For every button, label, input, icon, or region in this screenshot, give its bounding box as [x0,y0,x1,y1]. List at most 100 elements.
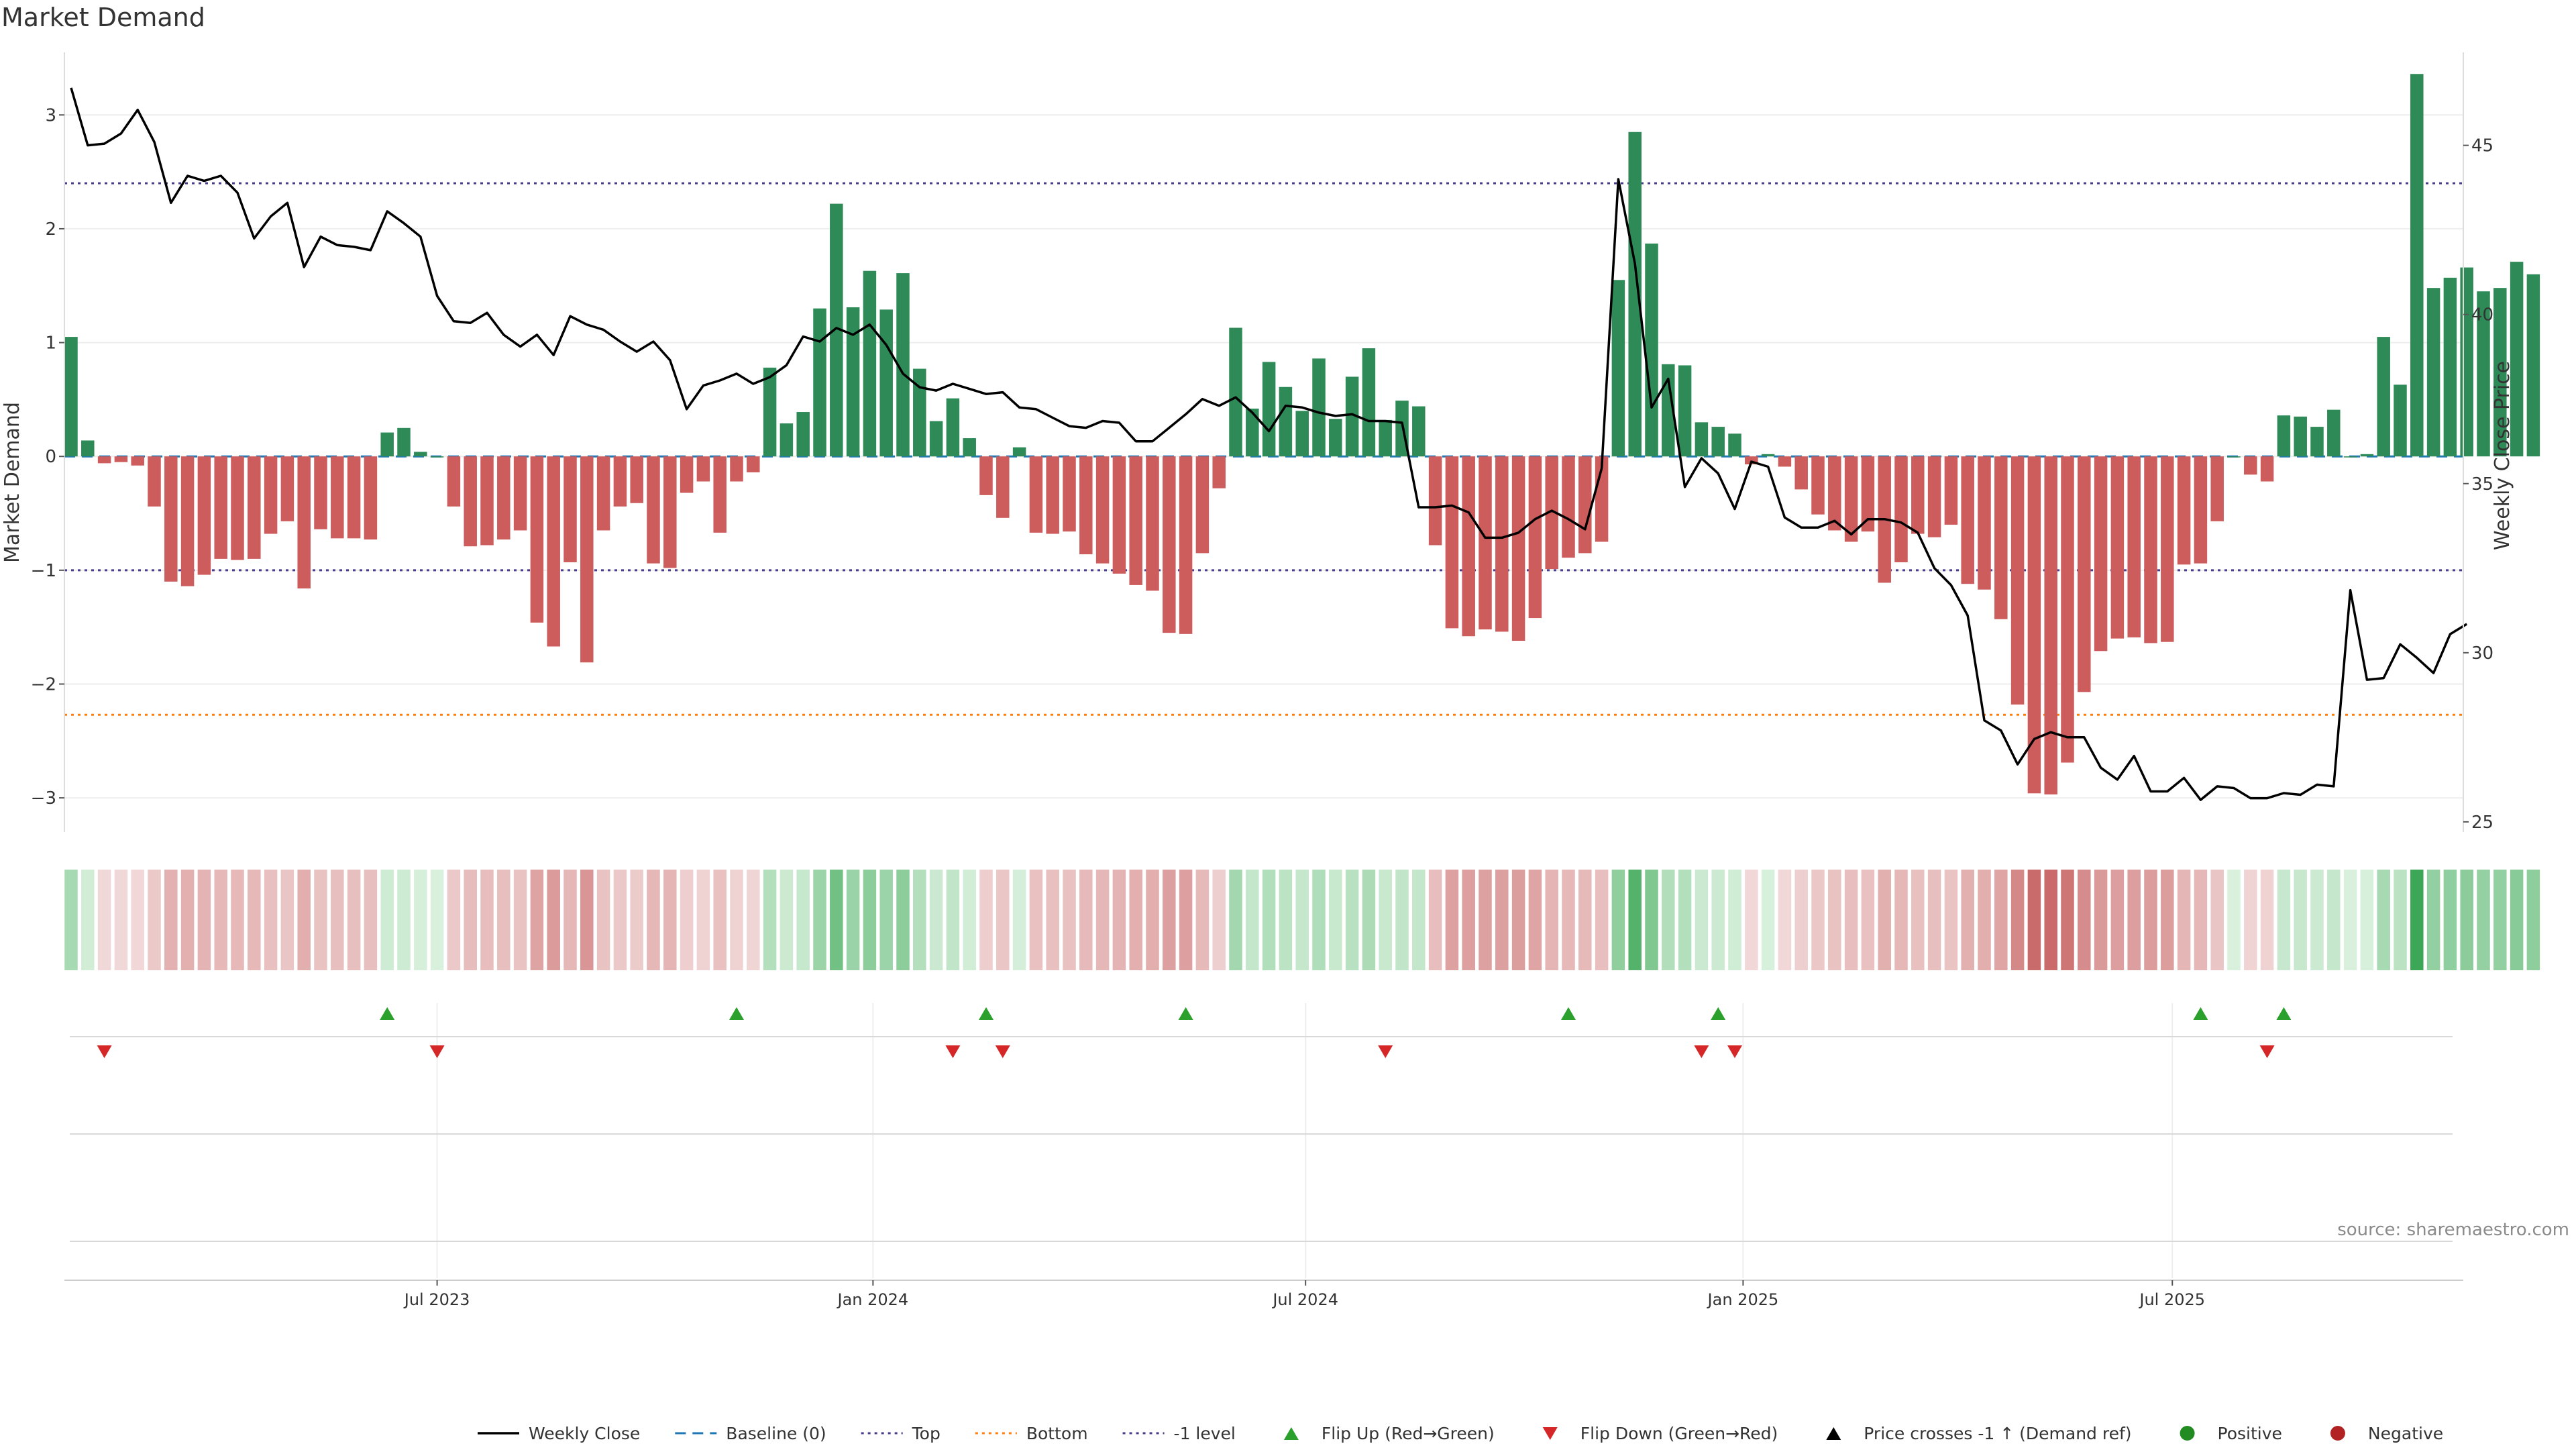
demand-bar [946,398,960,457]
legend-label: Baseline (0) [726,1424,826,1443]
heat-cell [1828,870,1841,970]
heat-cell [1894,870,1908,970]
demand-bar [1844,456,1858,542]
heat-cell [2443,870,2457,970]
legend: Weekly Close Baseline (0) Top Bottom -1 leve… [478,1424,2443,1443]
heat-cell [114,870,128,970]
legend-item: Top [861,1424,941,1443]
x-tick-label: Jan 2024 [837,1290,909,1309]
demand-bar [896,273,910,457]
demand-bar [1012,447,1026,457]
demand-bar [2110,456,2125,639]
demand-bar [214,456,227,559]
demand-bar [1927,456,1941,537]
heat-cell [813,870,826,970]
legend-item: -1 level [1122,1424,1236,1443]
demand-bar [1112,456,1126,574]
heat-cell [1445,870,1459,970]
demand-bar [397,427,411,457]
legend-swatch [1826,1427,1841,1440]
demand-bar [114,456,128,462]
flip-down-marker [945,1045,961,1058]
heat-cell [780,870,794,970]
demand-bar [1362,348,1376,457]
heat-cell [1195,870,1210,970]
heat-cell [996,870,1010,970]
heat-cell [2510,870,2524,970]
legend-label: -1 level [1174,1424,1236,1443]
demand-bar [1163,456,1176,633]
demand-bar [1046,456,1059,534]
demand-bar [913,368,926,457]
heat-cell [1711,870,1725,970]
legend-label: Flip Up (Red→Green) [1322,1424,1495,1443]
demand-bar [564,456,577,562]
demand-bar [1662,364,1675,457]
flip-down-marker [2259,1045,2275,1058]
heat-cell [331,870,344,970]
legend-item: Price crosses -1 ↑ (Demand ref) [1826,1424,2132,1443]
weekly-close-line [70,87,2468,801]
heat-cell [647,870,660,970]
heat-cell [1595,870,1609,970]
heat-cell [497,870,511,970]
demand-bar [1462,456,1475,637]
demand-bar [64,337,78,457]
demand-bar [480,456,494,546]
demand-bar [2227,456,2241,458]
demand-bar [2094,456,2108,652]
demand-bar [430,456,444,458]
heat-cell [2327,870,2341,970]
demand-bar [2260,456,2274,482]
flip-down-marker [995,1045,1010,1058]
heat-cell [447,870,461,970]
heat-cell [1578,870,1592,970]
flip-up-marker [1178,1007,1193,1020]
demand-bar [331,456,344,539]
demand-bar [1745,456,1758,465]
demand-bar [1695,422,1709,457]
demand-bar [231,456,244,560]
flip-down-marker [1727,1045,1742,1058]
heat-cell [2127,870,2141,970]
demand-bar [2277,415,2291,457]
x-tick-label: Jul 2024 [1271,1290,1338,1309]
demand-bar [513,456,527,531]
demand-bar [1129,456,1142,585]
heat-cell [2027,870,2041,970]
demand-bar [1312,358,1326,457]
demand-bar [2526,274,2540,457]
heat-cell [2061,870,2074,970]
demand-bar [2426,288,2440,457]
heat-cell [214,870,227,970]
heat-cell [1312,870,1326,970]
demand-bar [696,456,710,482]
heat-cell [97,870,111,970]
heat-cell [946,870,960,970]
demand-bar [1279,386,1293,457]
y-tick-label: −1 [31,561,56,581]
demand-bar [248,456,261,559]
heat-cell [2460,870,2473,970]
demand-bar [730,456,743,482]
heat-cell [1412,870,1426,970]
demand-bar [630,456,643,503]
y-axis-label: Market Demand [1,402,24,563]
demand-bar [763,367,777,457]
heat-cell [963,870,976,970]
demand-bar [347,456,361,539]
demand-bar [1412,406,1426,457]
legend-label: Negative [2368,1424,2443,1443]
legend-swatch [2330,1426,2345,1441]
heat-cell [2244,870,2257,970]
demand-bar [929,421,943,457]
heat-cell [2493,870,2507,970]
demand-bar [796,412,810,457]
demand-bar [1345,376,1359,457]
demand-bar [264,456,278,534]
heat-cell [696,870,710,970]
demand-bar [1911,456,1925,534]
heat-cell [1662,870,1675,970]
flip-up-marker [1711,1007,1726,1020]
legend-label: Bottom [1026,1424,1088,1443]
